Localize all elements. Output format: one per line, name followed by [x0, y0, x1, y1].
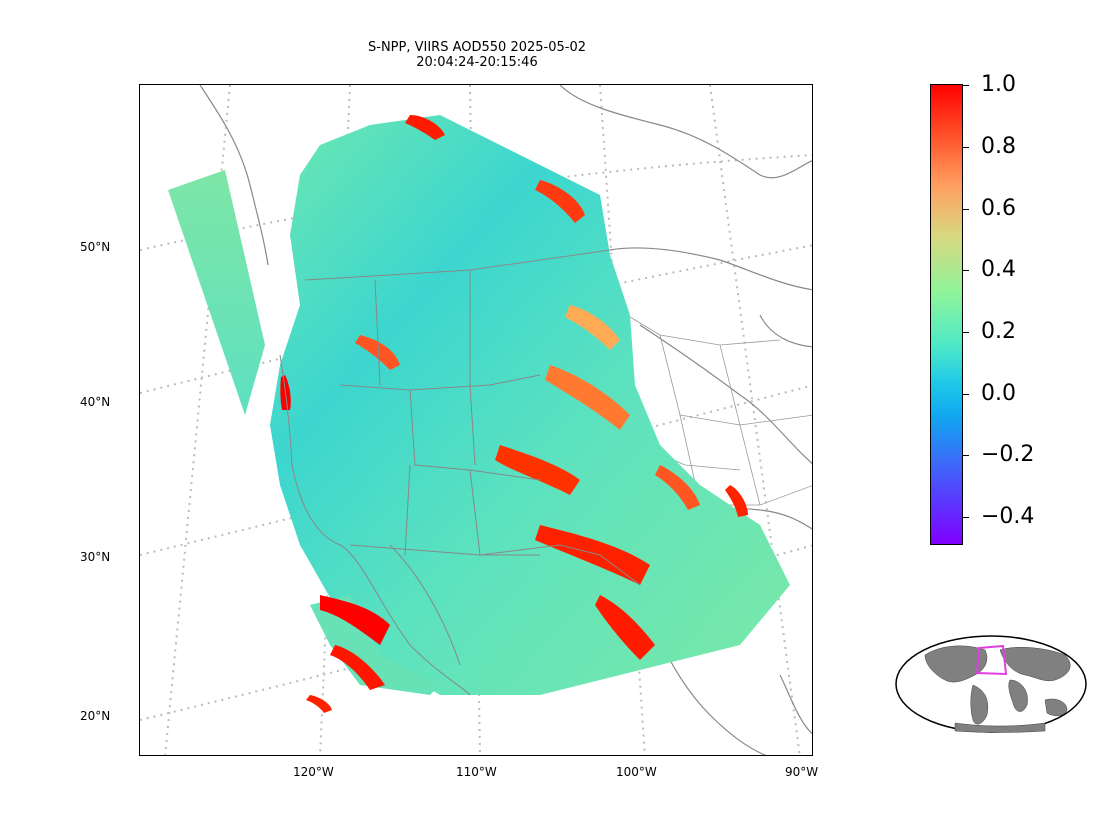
- colorbar-tick: [963, 85, 969, 86]
- colorbar-label-1.0: 1.0: [981, 72, 1016, 97]
- region-box: [975, 644, 1008, 676]
- colorbar-label-0.8: 0.8: [981, 134, 1016, 159]
- title-line-2: 20:04:24-20:15:46: [416, 55, 538, 70]
- aod-swath-main: [168, 115, 790, 695]
- colorbar-tick: [963, 332, 969, 333]
- aod-map[interactable]: [139, 84, 813, 756]
- colorbar-label-0.0: 0.0: [981, 381, 1016, 406]
- colorbar: [930, 84, 963, 545]
- map-canvas: [140, 85, 812, 755]
- lat-label-20: 20°N: [80, 709, 111, 723]
- global-locator-inset: [895, 635, 1087, 733]
- lat-label-30: 30°N: [80, 550, 111, 564]
- lon-label-90w: 90°W: [785, 765, 819, 779]
- colorbar-label-0.2: 0.2: [981, 319, 1016, 344]
- lon-label-110w: 110°W: [456, 765, 497, 779]
- colorbar-tick: [963, 270, 969, 271]
- colorbar-tick: [963, 147, 969, 148]
- aod-high-clusters: [280, 115, 748, 713]
- map-title: S-NPP, VIIRS AOD550 2025-05-02 20:04:24-…: [240, 40, 714, 70]
- colorbar-label-0.4: 0.4: [981, 257, 1016, 282]
- colorbar-label-neg0.4: −0.4: [981, 504, 1035, 529]
- western-borders: [279, 249, 641, 696]
- colorbar-tick: [963, 394, 969, 395]
- title-line-1: S-NPP, VIIRS AOD550 2025-05-02: [368, 40, 586, 55]
- colorbar-tick: [963, 209, 969, 210]
- lat-label-40: 40°N: [80, 395, 111, 409]
- colorbar-label-neg0.2: −0.2: [981, 442, 1035, 467]
- colorbar-tick: [963, 517, 969, 518]
- lon-label-120w: 120°W: [293, 765, 334, 779]
- lat-label-50: 50°N: [80, 240, 111, 254]
- lon-label-100w: 100°W: [616, 765, 657, 779]
- colorbar-label-0.6: 0.6: [981, 196, 1016, 221]
- colorbar-tick: [963, 455, 969, 456]
